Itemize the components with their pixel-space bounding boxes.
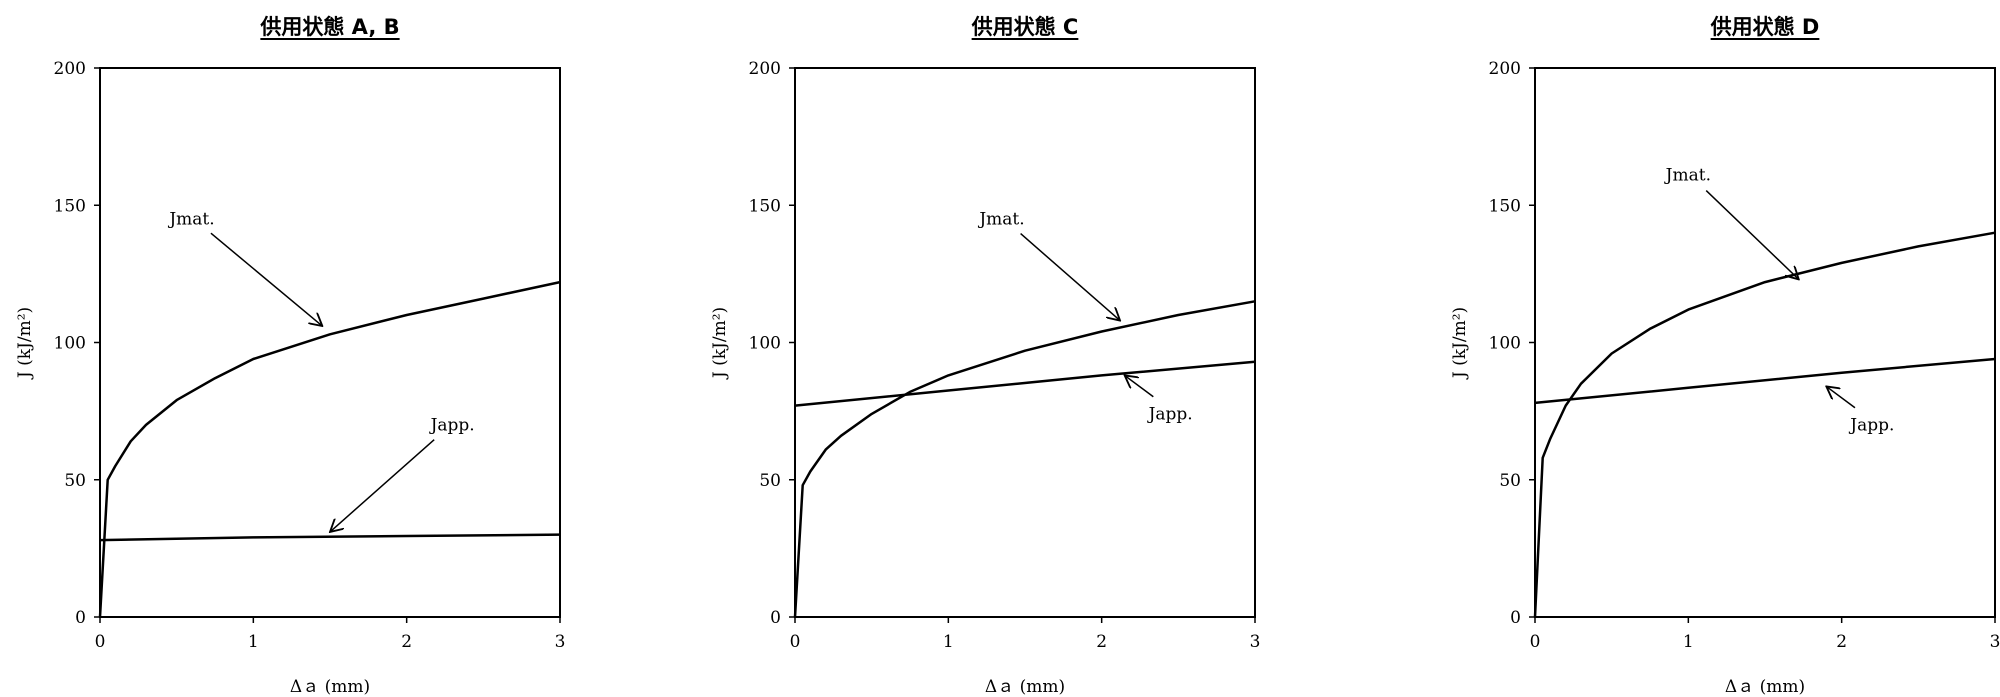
annotation-label: Japp. xyxy=(1848,415,1894,435)
annotation-arrow xyxy=(210,232,322,326)
annotation-arrow xyxy=(330,439,435,532)
x-tick-label: 0 xyxy=(790,632,801,652)
y-axis-label: J (kJ/m²) xyxy=(710,307,730,380)
y-tick-label: 150 xyxy=(749,196,781,216)
y-tick-label: 0 xyxy=(770,608,781,628)
chart-title: 供用状態 A, B xyxy=(260,15,400,39)
chart-svg: 0 50 100 150 200 0 1 2 3 Δａ (mm) J (kJ/m²) Jmat. Jap… xyxy=(1450,59,2000,697)
y-tick-label: 200 xyxy=(1489,59,1521,79)
chart-svg: 0 50 100 150 200 0 1 2 3 Δａ (mm) J (kJ/m²) Jmat. Jap… xyxy=(710,59,1261,697)
x-tick-label: 0 xyxy=(95,632,106,652)
x-tick-label: 1 xyxy=(1683,632,1694,652)
x-tick-label: 1 xyxy=(943,632,954,652)
x-tick-label: 2 xyxy=(1836,632,1847,652)
x-tick-label: 3 xyxy=(1250,632,1261,652)
annotation-arrow xyxy=(1826,386,1856,409)
x-axis-label: Δａ (mm) xyxy=(1725,677,1805,697)
chart-title: 供用状態 D xyxy=(1710,15,1820,39)
y-tick-label: 200 xyxy=(749,59,781,79)
annotation-arrow xyxy=(1705,190,1799,280)
x-tick-label: 1 xyxy=(248,632,259,652)
series-line-japp xyxy=(99,533,561,542)
x-tick-label: 2 xyxy=(401,632,412,652)
annotation-label: Japp. xyxy=(429,415,475,435)
y-tick-label: 50 xyxy=(759,471,781,491)
x-axis-label: Δａ (mm) xyxy=(290,677,370,697)
annotation-arrow xyxy=(1125,375,1154,398)
annotation-arrow xyxy=(1020,233,1120,321)
y-tick-label: 0 xyxy=(1510,608,1521,628)
x-tick-label: 3 xyxy=(555,632,566,652)
chart-panel-c: 供用状態 C 0 50 100 150 200 0 1 2 3 Δａ (mm) J (kJ/m²) J… xyxy=(695,0,1295,697)
x-axis-label: Δａ (mm) xyxy=(985,677,1065,697)
y-tick-label: 100 xyxy=(749,334,781,354)
chart-title: 供用状態 C xyxy=(971,15,1079,39)
series-line-jmat xyxy=(98,280,561,618)
series-line-japp xyxy=(1534,357,1996,405)
chart-panel-d: 供用状態 D 0 50 100 150 200 0 1 2 3 Δａ (mm) J (kJ/m²) J… xyxy=(1435,0,2000,697)
annotation-label: Japp. xyxy=(1147,404,1193,424)
series-line-jmat xyxy=(793,300,1256,618)
plot-frame xyxy=(1534,67,1996,618)
y-tick-label: 150 xyxy=(1489,196,1521,216)
y-tick-label: 100 xyxy=(1489,334,1521,354)
annotation-label: Jmat. xyxy=(1664,166,1711,186)
series-line-japp xyxy=(794,360,1256,407)
chart-panel-ab: 供用状態 A, B 0 50 100 150 200 0 1 2 3 Δａ (mm) J (kJ/m… xyxy=(0,0,600,697)
y-tick-label: 150 xyxy=(54,196,86,216)
y-tick-label: 50 xyxy=(64,471,86,491)
y-axis-label: J (kJ/m²) xyxy=(1450,307,1470,380)
y-tick-label: 0 xyxy=(75,608,86,628)
x-tick-label: 3 xyxy=(1990,632,2000,652)
y-tick-label: 100 xyxy=(54,334,86,354)
series-line-jmat xyxy=(1533,231,1996,618)
x-tick-label: 2 xyxy=(1096,632,1107,652)
y-tick-label: 50 xyxy=(1499,471,1521,491)
annotation-label: Jmat. xyxy=(977,209,1024,229)
x-tick-label: 0 xyxy=(1530,632,1541,652)
y-tick-label: 200 xyxy=(54,59,86,79)
y-axis-label: J (kJ/m²) xyxy=(15,307,35,380)
plot-frame xyxy=(794,67,1256,618)
annotation-label: Jmat. xyxy=(167,209,214,229)
chart-svg: 0 50 100 150 200 0 1 2 3 Δａ (mm) J (kJ/m²) Jmat. Jap… xyxy=(15,59,566,697)
